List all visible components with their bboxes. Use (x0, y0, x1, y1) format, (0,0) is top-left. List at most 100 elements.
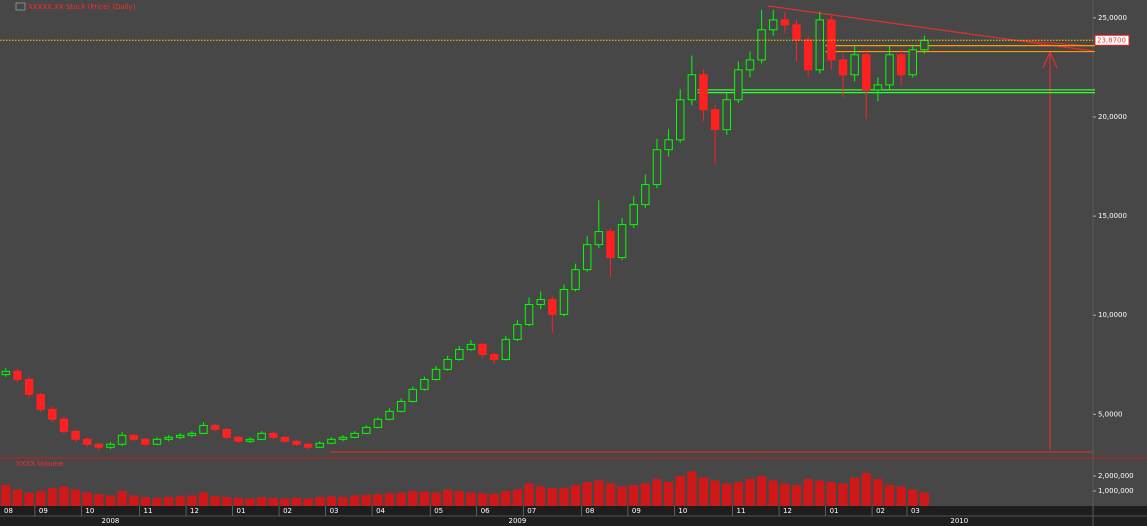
candle-body (652, 149, 662, 186)
candle-body (745, 59, 755, 71)
x-tick-label: 02 (283, 507, 292, 515)
candle-body (617, 224, 627, 259)
volume-bar (791, 485, 802, 506)
candle-body (129, 434, 138, 440)
volume-bar (745, 479, 755, 506)
candle-body (338, 436, 348, 440)
candle-body (594, 231, 604, 246)
volume-bar (326, 496, 337, 506)
candle-body (164, 436, 173, 440)
candle-body (176, 434, 185, 438)
volume-bar (70, 489, 81, 506)
candle-body (466, 343, 476, 351)
candle-body (199, 424, 208, 434)
volume-bar (466, 492, 476, 506)
candle-body (699, 74, 708, 111)
volume-bar (59, 486, 69, 506)
y-tick-label: 5,0000 (1098, 410, 1123, 418)
volume-bar (245, 498, 255, 506)
candle-body (548, 299, 557, 315)
candle-body (524, 304, 534, 326)
volume-bar (570, 485, 581, 506)
candle-body (117, 434, 127, 445)
year-label: 2009 (509, 517, 527, 525)
candle-body (606, 231, 615, 259)
volume-bar (477, 493, 488, 506)
x-tick-label: 12 (190, 507, 199, 515)
candle-body (152, 438, 162, 445)
candle-body (862, 54, 871, 91)
panel-icon (15, 2, 26, 11)
x-tick-label: 10 (85, 507, 94, 515)
volume-bar (884, 485, 895, 506)
volume-bar (617, 486, 627, 506)
x-tick-label: 12 (783, 507, 792, 515)
year-label: 2010 (950, 517, 968, 525)
candle-body (245, 438, 255, 442)
volume-bar (198, 492, 209, 506)
volume-bar (152, 497, 162, 506)
volume-bar (547, 488, 557, 506)
drawn-trend-line (767, 5, 1094, 52)
candle-body (373, 418, 383, 428)
candle-body (571, 269, 580, 290)
last-price-box (1094, 34, 1130, 46)
x-tick-label: 04 (376, 507, 385, 515)
volume-bar (698, 477, 709, 506)
volume-bar (24, 492, 34, 506)
candle-body (234, 436, 243, 442)
candle-body (664, 139, 673, 151)
candle-body (13, 370, 22, 380)
candle-body (803, 39, 813, 71)
y-tick-label: 15,0000 (1098, 212, 1127, 220)
candle-body (1, 370, 11, 376)
candle-body (303, 443, 313, 448)
candle-body (48, 408, 57, 420)
volume-bar (815, 480, 825, 506)
candle-body (455, 349, 464, 360)
volume-bar (210, 496, 220, 506)
volume-bar (12, 489, 23, 506)
price-panel-title: XXXXX.XX Stock (Price) (Daily) (28, 3, 136, 11)
candle-body (501, 338, 511, 360)
volume-bar (908, 489, 918, 506)
volume-bar (873, 479, 883, 506)
volume-bar (233, 497, 244, 506)
volume-bar (94, 494, 104, 506)
volume-bar (47, 488, 57, 506)
volume-bar (919, 492, 930, 506)
volume-bar (710, 480, 720, 506)
candle-body (885, 54, 894, 86)
volume-bar (256, 497, 267, 506)
candle-body (443, 358, 452, 370)
candle-body (675, 99, 685, 141)
volume-bar (663, 482, 674, 506)
volume-bar (1, 485, 11, 506)
volume-bar (733, 482, 744, 506)
volume-bar (280, 498, 290, 506)
volume-bar (861, 473, 871, 506)
volume-bar (163, 497, 174, 506)
volume-bar (419, 491, 430, 506)
y-tick-label: 2,000,000 (1098, 472, 1134, 480)
candle-body (896, 54, 906, 76)
volume-bar (82, 492, 92, 506)
volume-bar (454, 491, 464, 506)
candle-body (920, 39, 929, 51)
x-tick-label: 10 (678, 507, 687, 515)
candle-body (222, 428, 231, 438)
volume-bar (431, 492, 441, 506)
candle-body (36, 394, 45, 410)
candle-body (106, 443, 115, 448)
volume-bar (594, 480, 604, 506)
volume-bar (652, 479, 662, 506)
x-tick-label: 09 (632, 507, 641, 515)
candle-body (722, 99, 731, 131)
volume-bar (303, 498, 313, 506)
volume-bar (36, 491, 46, 506)
candle-body (280, 436, 290, 442)
x-tick-label: 11 (737, 507, 746, 515)
x-tick-label: 08 (4, 507, 13, 515)
